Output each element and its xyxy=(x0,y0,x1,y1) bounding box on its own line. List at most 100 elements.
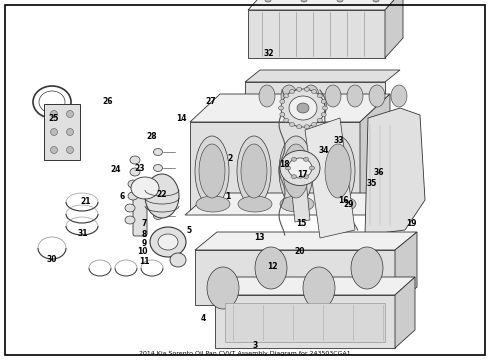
Ellipse shape xyxy=(67,111,74,117)
Polygon shape xyxy=(215,295,395,348)
Text: 31: 31 xyxy=(77,229,88,238)
Ellipse shape xyxy=(303,267,335,309)
Text: 5: 5 xyxy=(186,226,191,235)
Ellipse shape xyxy=(304,125,309,129)
Polygon shape xyxy=(395,232,417,305)
Text: 25: 25 xyxy=(49,114,59,123)
Text: 34: 34 xyxy=(318,146,329,155)
Text: 21: 21 xyxy=(80,197,91,206)
Ellipse shape xyxy=(237,136,271,206)
Text: 4: 4 xyxy=(201,314,206,323)
Ellipse shape xyxy=(283,144,309,198)
Ellipse shape xyxy=(322,106,327,110)
Ellipse shape xyxy=(321,136,355,206)
Ellipse shape xyxy=(284,94,289,98)
Ellipse shape xyxy=(310,166,315,170)
Polygon shape xyxy=(248,10,385,58)
Polygon shape xyxy=(360,94,390,210)
Polygon shape xyxy=(290,170,310,222)
Ellipse shape xyxy=(296,125,302,129)
Ellipse shape xyxy=(130,168,140,176)
Text: 6: 6 xyxy=(120,192,125,201)
Text: 11: 11 xyxy=(139,257,150,266)
Ellipse shape xyxy=(303,85,319,107)
Text: 1: 1 xyxy=(225,192,230,201)
Text: 32: 32 xyxy=(263,49,274,58)
Ellipse shape xyxy=(196,196,230,212)
Ellipse shape xyxy=(325,144,351,198)
Ellipse shape xyxy=(303,175,309,179)
Polygon shape xyxy=(190,94,390,122)
Ellipse shape xyxy=(391,85,407,107)
Ellipse shape xyxy=(280,196,314,212)
Polygon shape xyxy=(365,108,425,235)
Ellipse shape xyxy=(50,129,57,135)
Ellipse shape xyxy=(322,196,356,212)
Ellipse shape xyxy=(199,144,225,198)
Text: 17: 17 xyxy=(297,170,308,179)
Text: 29: 29 xyxy=(343,200,354,209)
Text: 22: 22 xyxy=(156,190,167,199)
Polygon shape xyxy=(305,118,355,238)
Ellipse shape xyxy=(290,90,294,94)
Text: 19: 19 xyxy=(406,219,417,228)
Ellipse shape xyxy=(238,196,272,212)
Ellipse shape xyxy=(288,158,312,178)
Ellipse shape xyxy=(303,157,309,161)
Ellipse shape xyxy=(67,147,74,153)
Ellipse shape xyxy=(290,122,294,126)
Ellipse shape xyxy=(67,129,74,135)
Ellipse shape xyxy=(337,0,343,2)
Text: 27: 27 xyxy=(205,97,216,106)
Ellipse shape xyxy=(321,99,326,104)
Ellipse shape xyxy=(325,85,341,107)
Ellipse shape xyxy=(280,99,285,104)
Ellipse shape xyxy=(50,111,57,117)
Ellipse shape xyxy=(278,106,284,110)
Polygon shape xyxy=(195,250,395,305)
Ellipse shape xyxy=(280,112,285,117)
Text: 2: 2 xyxy=(228,154,233,163)
Polygon shape xyxy=(195,232,417,250)
Ellipse shape xyxy=(312,122,317,126)
Ellipse shape xyxy=(150,227,186,257)
Text: 36: 36 xyxy=(373,168,384,177)
Ellipse shape xyxy=(284,118,289,122)
Ellipse shape xyxy=(50,147,57,153)
Ellipse shape xyxy=(347,85,363,107)
Ellipse shape xyxy=(289,96,317,120)
Ellipse shape xyxy=(128,180,138,188)
Ellipse shape xyxy=(153,165,163,171)
Ellipse shape xyxy=(301,0,307,2)
Ellipse shape xyxy=(131,177,159,199)
Ellipse shape xyxy=(292,175,296,179)
Text: 20: 20 xyxy=(294,248,305,256)
Ellipse shape xyxy=(280,150,320,185)
Ellipse shape xyxy=(125,204,135,212)
Polygon shape xyxy=(190,122,360,210)
Ellipse shape xyxy=(255,247,287,289)
Text: 26: 26 xyxy=(102,97,113,106)
Ellipse shape xyxy=(153,197,163,203)
Ellipse shape xyxy=(321,112,326,117)
Text: 8: 8 xyxy=(142,230,147,239)
Ellipse shape xyxy=(195,136,229,206)
Ellipse shape xyxy=(153,180,163,188)
Text: 7: 7 xyxy=(142,219,147,228)
Text: 23: 23 xyxy=(134,164,145,173)
Ellipse shape xyxy=(125,216,135,224)
Ellipse shape xyxy=(373,0,379,2)
Ellipse shape xyxy=(297,103,309,113)
Ellipse shape xyxy=(130,156,140,164)
Text: 28: 28 xyxy=(147,132,157,141)
Text: 12: 12 xyxy=(267,262,277,271)
FancyBboxPatch shape xyxy=(133,182,147,236)
Ellipse shape xyxy=(312,90,317,94)
Ellipse shape xyxy=(241,144,267,198)
Ellipse shape xyxy=(158,234,178,250)
Text: 9: 9 xyxy=(142,239,147,248)
Polygon shape xyxy=(215,277,415,295)
Ellipse shape xyxy=(128,192,138,200)
Polygon shape xyxy=(245,70,400,82)
Ellipse shape xyxy=(304,87,309,91)
